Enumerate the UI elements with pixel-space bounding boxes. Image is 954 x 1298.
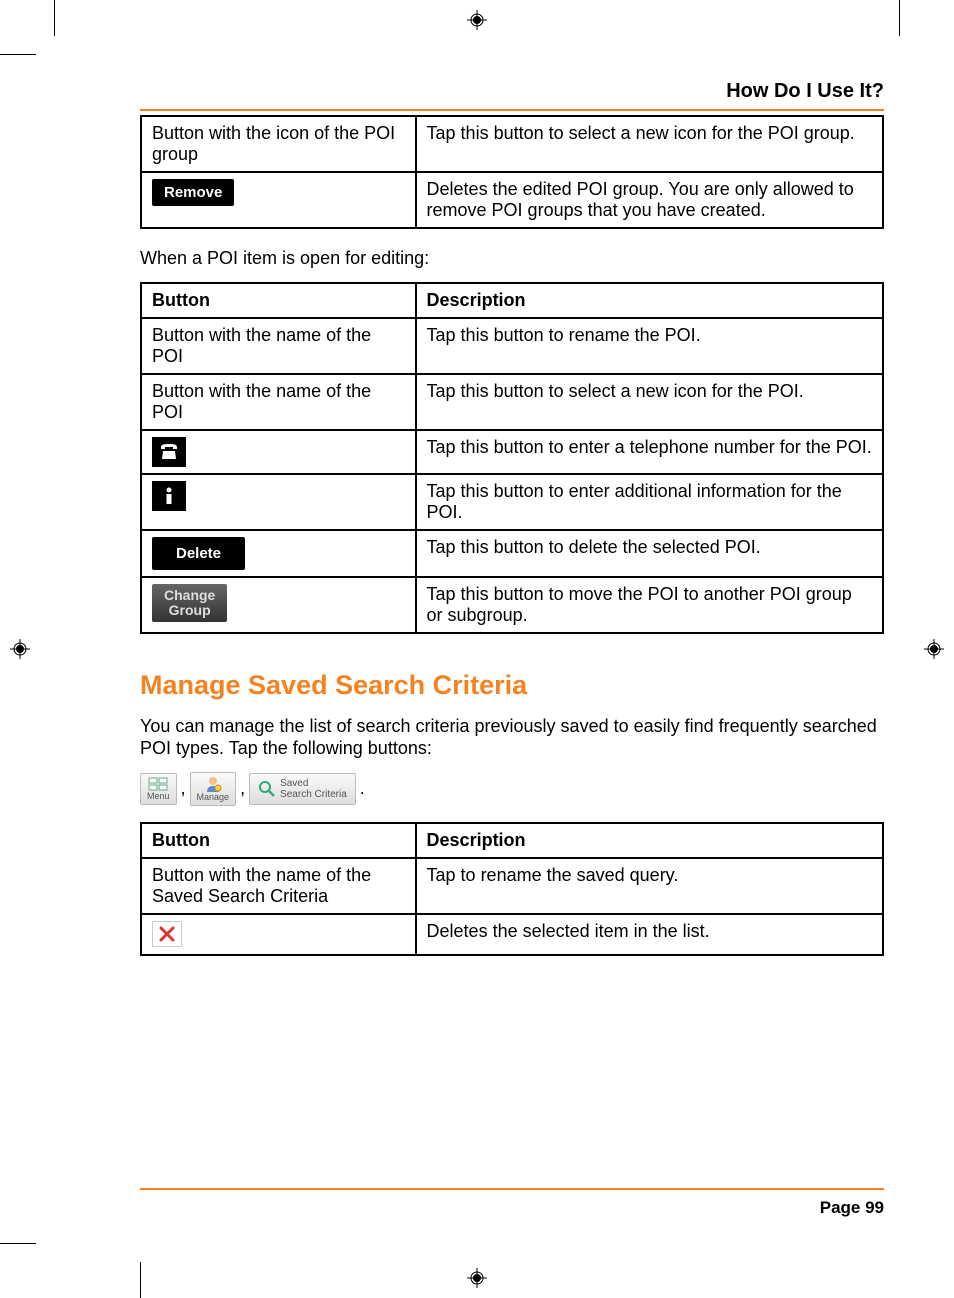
description-cell: Tap to rename the saved query. [416,858,883,914]
table-row: Button with the name of the POI Tap this… [141,318,883,374]
change-group-line1: Change [164,587,215,603]
menu-label: Menu [147,791,170,801]
button-cell: Button with the name of the POI [141,374,416,430]
saved-search-table: Button Description Button with the name … [140,822,884,956]
search-icon [258,780,276,798]
table-row: Change Group Tap this button to move the… [141,577,883,633]
description-cell: Tap this button to enter a telephone num… [416,430,883,474]
table-row: Button with the icon of the POI group Ta… [141,116,883,172]
separator: , [181,778,186,799]
poi-item-table: Button Description Button with the name … [140,282,884,634]
saved-search-criteria-button[interactable]: Saved Search Criteria [249,773,356,805]
table-row: Deletes the selected item in the list. [141,914,883,955]
button-cell: Change Group [141,577,416,633]
page-header-title: How Do I Use It? [140,80,884,103]
registration-mark [10,639,30,659]
table-row: Button with the name of the POI Tap this… [141,374,883,430]
button-cell [141,430,416,474]
col-header-button: Button [141,823,416,858]
page-footer: Page 99 [140,1188,884,1218]
change-group-line2: Group [169,602,211,618]
description-cell: Deletes the selected item in the list. [416,914,883,955]
button-cell [141,474,416,530]
header-rule [140,109,884,111]
description-cell: Tap this button to enter additional info… [416,474,883,530]
description-cell: Tap this button to delete the selected P… [416,530,883,577]
nav-button-row: Menu , Manage , Saved Search Criteria . [140,772,884,806]
button-cell: Button with the icon of the POI group [141,116,416,172]
page-number: Page 99 [140,1198,884,1218]
button-cell: Remove [141,172,416,228]
table-row: Tap this button to enter a telephone num… [141,430,883,474]
page-content: How Do I Use It? Button with the icon of… [140,80,884,1218]
button-cell [141,914,416,955]
separator: , [240,778,245,799]
mid-text: When a POI item is open for editing: [140,247,884,270]
table-header-row: Button Description [141,823,883,858]
crop-mark [140,1262,141,1298]
col-header-desc: Description [416,823,883,858]
registration-mark [467,10,487,30]
info-icon[interactable] [152,481,186,511]
registration-mark [467,1268,487,1288]
button-cell: Button with the name of the POI [141,318,416,374]
crop-mark [0,1243,36,1244]
col-header-desc: Description [416,283,883,318]
table-header-row: Button Description [141,283,883,318]
description-cell: Tap this button to rename the POI. [416,318,883,374]
registration-mark [924,639,944,659]
change-group-button[interactable]: Change Group [152,584,227,623]
description-cell: Tap this button to select a new icon for… [416,374,883,430]
crop-mark [0,54,36,55]
crop-mark [54,0,55,36]
crop-mark [899,0,900,36]
period: . [360,778,365,799]
section-title: Manage Saved Search Criteria [140,670,884,701]
saved-label: Saved Search Criteria [280,778,347,800]
table-row: Remove Deletes the edited POI group. You… [141,172,883,228]
table-row: Tap this button to enter additional info… [141,474,883,530]
button-cell: Button with the name of the Saved Search… [141,858,416,914]
poi-group-table: Button with the icon of the POI group Ta… [140,115,884,229]
manage-label: Manage [197,792,230,802]
col-header-button: Button [141,283,416,318]
table-row: Button with the name of the Saved Search… [141,858,883,914]
manage-button[interactable]: Manage [190,772,237,806]
table-row: Delete Tap this button to delete the sel… [141,530,883,577]
button-cell: Delete [141,530,416,577]
description-cell: Tap this button to move the POI to anoth… [416,577,883,633]
footer-rule [140,1188,884,1190]
menu-icon [148,777,168,791]
phone-icon[interactable] [152,437,186,467]
section-intro: You can manage the list of search criter… [140,715,884,760]
remove-button[interactable]: Remove [152,179,234,206]
manage-icon [203,776,223,792]
delete-x-icon[interactable] [152,921,182,947]
description-cell: Tap this button to select a new icon for… [416,116,883,172]
menu-button[interactable]: Menu [140,773,177,805]
description-cell: Deletes the edited POI group. You are on… [416,172,883,228]
delete-button[interactable]: Delete [152,537,245,570]
